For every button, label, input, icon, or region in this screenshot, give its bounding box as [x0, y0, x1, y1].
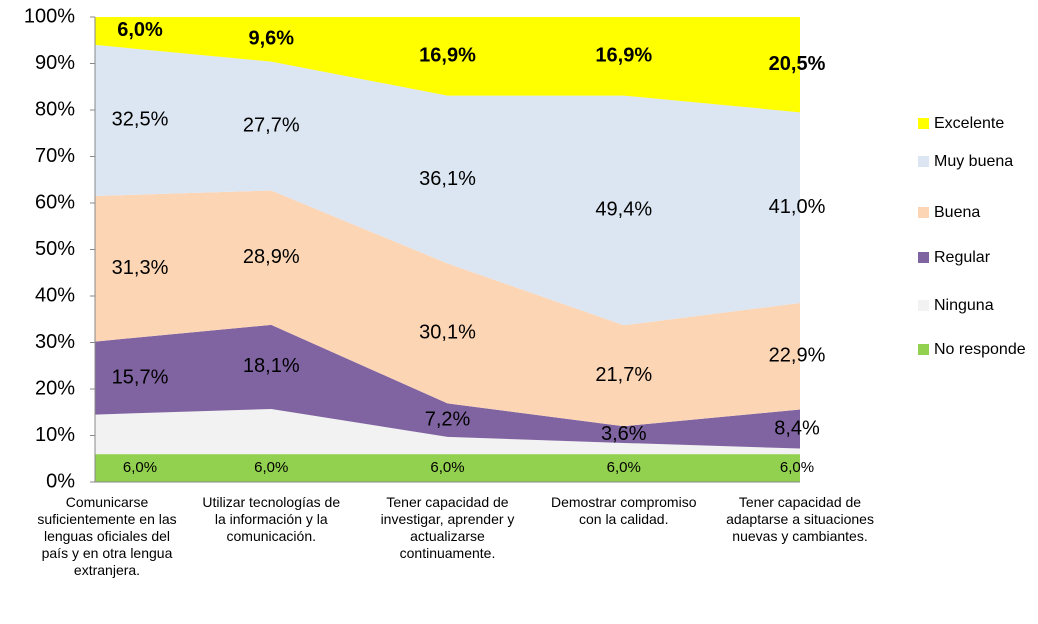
- data-label: 6,0%: [117, 19, 163, 41]
- x-tick-label: Tener capacidad de investigar, aprender …: [380, 494, 515, 561]
- y-tick-label: 40%: [35, 284, 75, 306]
- y-tick-label: 70%: [35, 145, 75, 167]
- data-label: 41,0%: [769, 196, 826, 218]
- legend-label: Excelente: [934, 115, 1005, 132]
- y-tick-label: 0%: [46, 470, 75, 492]
- data-label: 8,4%: [774, 417, 820, 439]
- data-label: 28,9%: [243, 246, 300, 268]
- area: [95, 454, 800, 482]
- area: [95, 44, 800, 326]
- x-tick-label: Comunicarse suficientemente en las lengu…: [37, 494, 177, 578]
- data-label: 18,1%: [243, 355, 300, 377]
- legend-label: Muy buena: [934, 153, 1014, 170]
- data-label: 6,0%: [123, 459, 157, 476]
- data-label: 20,5%: [769, 53, 826, 75]
- area: [95, 408, 800, 455]
- legend-label: Buena: [934, 204, 981, 221]
- legend-swatch: [918, 252, 929, 263]
- data-label: 15,7%: [112, 366, 169, 388]
- data-label: 9,6%: [248, 28, 294, 50]
- data-label: 6,0%: [780, 459, 814, 476]
- area: [95, 17, 800, 113]
- legend-swatch: [918, 300, 929, 311]
- data-label: 27,7%: [243, 114, 300, 136]
- legend-label: Regular: [934, 249, 991, 266]
- y-tick-label: 30%: [35, 331, 75, 353]
- legend-swatch: [918, 156, 929, 167]
- x-tick-label: Tener capacidad de adaptarse a situacion…: [726, 494, 874, 544]
- y-tick-label: 50%: [35, 238, 75, 260]
- data-label: 31,3%: [112, 257, 169, 279]
- area: [95, 190, 800, 427]
- x-tick-label: Demostrar compromiso con la calidad.: [551, 494, 697, 527]
- y-tick-label: 20%: [35, 377, 75, 399]
- data-label: 22,9%: [769, 344, 826, 366]
- data-label: 16,9%: [595, 45, 652, 67]
- data-label: 6,0%: [254, 459, 288, 476]
- data-label: 6,0%: [430, 459, 464, 476]
- y-tick-label: 80%: [35, 98, 75, 120]
- data-label: 6,0%: [607, 459, 641, 476]
- x-tick-label: Utilizar tecnologías de la información y…: [202, 494, 341, 544]
- data-label: 49,4%: [595, 199, 652, 221]
- data-label: 3,6%: [601, 423, 647, 445]
- area: [95, 324, 800, 449]
- data-label: 30,1%: [419, 322, 476, 344]
- legend-swatch: [918, 118, 929, 129]
- y-tick-label: 90%: [35, 52, 75, 74]
- data-label: 36,1%: [419, 168, 476, 190]
- y-tick-label: 60%: [35, 191, 75, 213]
- legend-label: No responde: [934, 341, 1026, 358]
- legend-label: Ninguna: [934, 297, 994, 314]
- legend-swatch: [918, 207, 929, 218]
- y-tick-label: 100%: [24, 5, 75, 27]
- y-tick-label: 10%: [35, 424, 75, 446]
- legend-swatch: [918, 344, 929, 355]
- data-label: 32,5%: [112, 109, 169, 131]
- data-label: 7,2%: [425, 408, 471, 430]
- data-label: 21,7%: [595, 364, 652, 386]
- data-label: 16,9%: [419, 45, 476, 67]
